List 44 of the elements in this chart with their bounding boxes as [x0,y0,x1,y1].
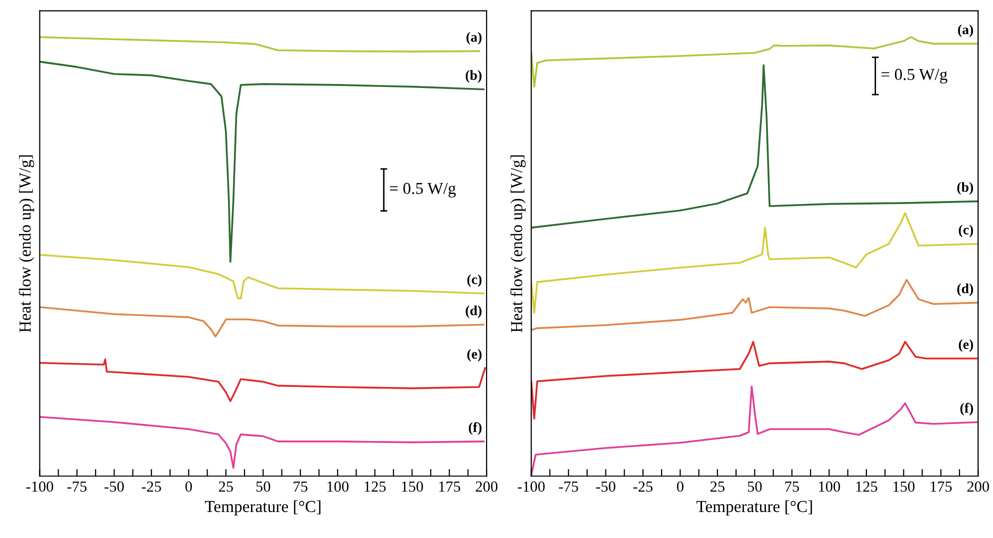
series-label: (e) [467,348,482,362]
x-tick-label: 125 [364,481,386,492]
y-axis-title: Heat flow (endo up) [W/g] [18,155,34,332]
x-tick-label: -100 [26,481,54,492]
x-tick-label: 75 [785,482,799,492]
x-tick-label: 125 [856,481,878,492]
y-axis-title: Heat flow (endo up) [W/g] [510,155,526,332]
x-tick-label: -50 [596,481,616,492]
x-axis-title: Temperature [°C] [696,500,812,516]
series-label: (a) [466,32,482,45]
x-tick-label: 175 [930,482,952,492]
x-tick-label: -25 [142,481,162,492]
series-label: (a) [958,24,974,38]
annotation: = 0.5 W/g [390,182,456,198]
x-tick-label: 100 [819,481,840,492]
series-label: (c) [467,274,482,287]
x-tick-label: -50 [104,481,124,492]
x-tick-label: -75 [67,482,87,492]
x-tick-label: -25 [633,481,653,492]
series-label: (f) [468,422,482,435]
x-axis-title: Temperature [°C] [204,500,320,516]
x-tick-label: -75 [558,482,578,492]
x-tick-label: 150 [894,481,915,492]
x-tick-label: -100 [518,481,545,492]
x-tick-label: 50 [256,481,270,492]
x-tick-label: 75 [294,482,308,492]
series-label: (e) [958,339,974,352]
x-tick-label: 150 [402,481,423,492]
series-label: (d) [466,305,482,318]
x-tick-label: 25 [218,481,233,492]
series-label: (b) [957,182,974,195]
x-tick-label: 200 [967,481,989,492]
x-tick-label: 200 [476,481,498,492]
x-tick-label: 25 [710,481,724,492]
x-tick-label: 100 [328,481,348,492]
x-tick-label: 50 [748,481,762,492]
x-tick-label: 175 [439,482,460,492]
annotation: = 0.5 W/g [882,68,948,84]
series-label: (c) [958,224,974,238]
series-label: (d) [957,284,974,296]
series-label: (b) [466,70,482,83]
x-tick-label: 0 [676,481,684,492]
series-label: (f) [960,402,974,416]
x-tick-label: 0 [185,481,192,492]
